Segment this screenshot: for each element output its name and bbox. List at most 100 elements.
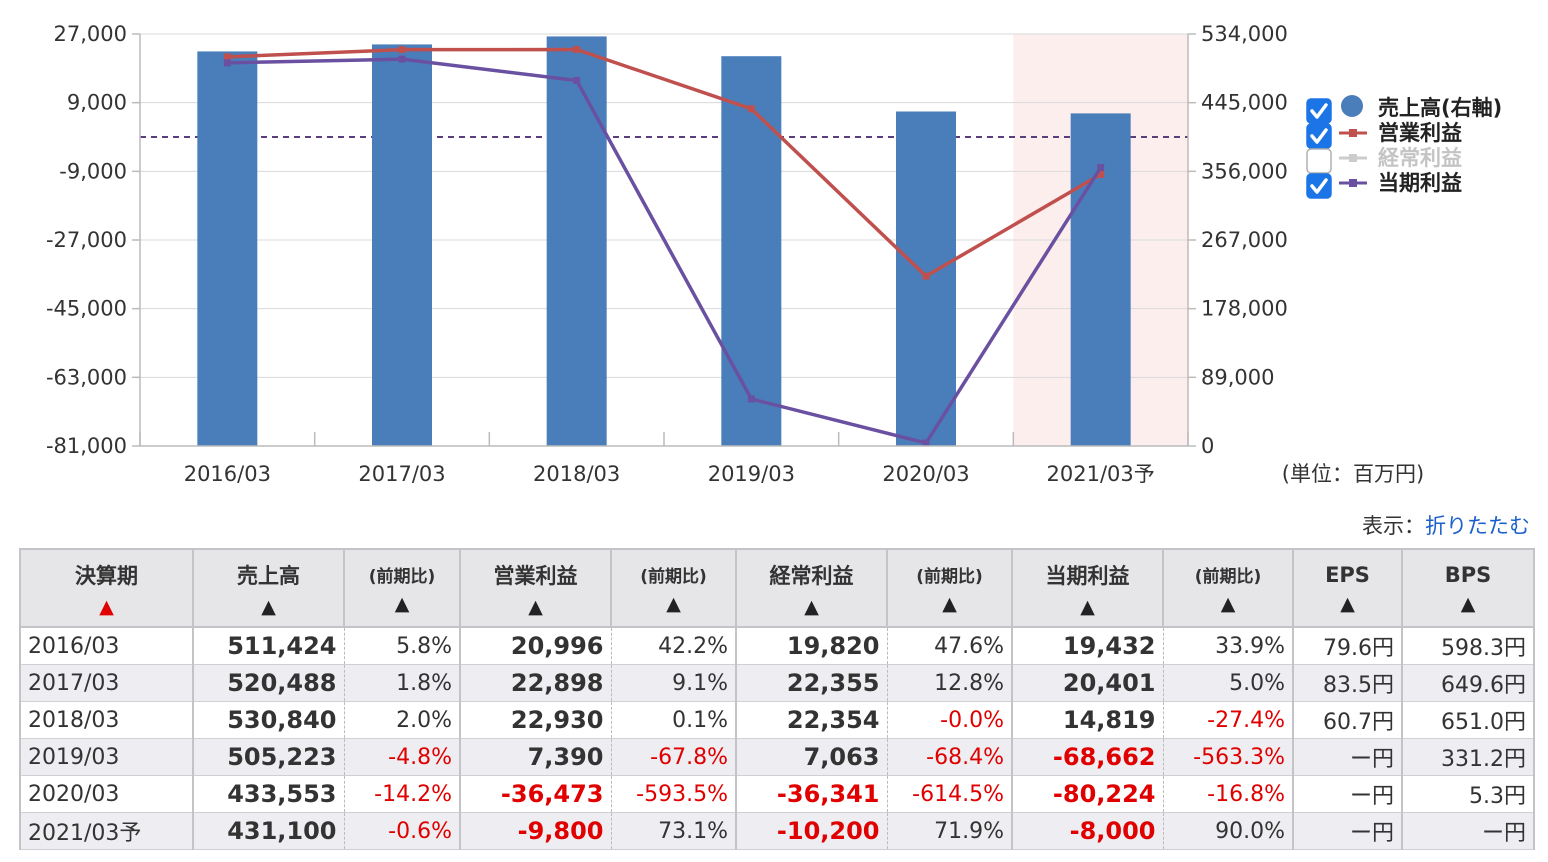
line-series [227,57,1103,446]
header-cell[interactable]: (前期比) ▲ [886,548,1013,628]
sort-arrow-icon[interactable]: ▲ [528,595,543,618]
sort-arrow-icon[interactable]: ▲ [394,593,410,615]
cell-ord-chg: -614.5% [886,775,1013,813]
legend-checkbox[interactable] [1306,148,1332,174]
sort-arrow-icon[interactable]: ▲ [1220,593,1236,615]
sort-arrow-icon[interactable]: ▲ [261,595,276,618]
header-cell[interactable]: (前期比) ▲ [343,548,461,628]
sales-bar [1070,113,1131,446]
cell-bps: ー円 [1401,812,1535,850]
cell-op: -9,800 [459,812,612,850]
display-toggle: 表示：折りたたむ [1362,510,1530,540]
cell-eps: 60.7円 [1292,701,1403,739]
cell-eps: ー円 [1292,738,1403,776]
header-cell[interactable]: 営業利益 ▲ [459,548,612,628]
right-tick-label: 89,000 [1201,365,1274,389]
cell-bps: 649.6円 [1401,664,1535,702]
sort-arrow-icon[interactable]: ▲ [804,595,819,618]
cell-op: 22,930 [459,701,612,739]
line-point [747,395,755,403]
header-cell[interactable]: (前期比) ▲ [1162,548,1294,628]
cell-net-chg: 5.0% [1162,664,1294,702]
right-tick-label: 267,000 [1201,228,1288,252]
cell-net: -8,000 [1011,812,1164,850]
earnings-table: 決算期 ▲ 売上高 ▲ (前期比) ▲ 営業利益 ▲ (前期比) ▲ 経常利益 ▲ (前期比) ▲ 当期利益… [19,548,1535,850]
table-body: 2016/03 511,424 5.8% 20,996 42.2% 19,820 47.6%… [19,626,1535,850]
cell-op: 7,390 [459,738,612,776]
sort-arrow-icon[interactable]: ▲ [99,595,114,618]
header-label: 決算期 [75,563,138,588]
legend-item[interactable]: 当期利益 [1306,171,1462,199]
right-tick-label: 445,000 [1201,91,1288,115]
cell-ord: -10,200 [735,812,888,850]
sort-arrow-icon[interactable]: ▲ [942,593,957,615]
line-point [398,46,406,54]
left-tick-label: -45,000 [46,297,127,321]
sort-arrow-icon[interactable]: ▲ [666,593,681,615]
cell-op: 22,898 [459,664,612,702]
sort-arrow-icon[interactable]: ▲ [1340,592,1355,615]
cell-op: -36,473 [459,775,612,813]
cell-eps: ー円 [1292,775,1403,813]
header-label: EPS [1325,562,1370,587]
line-series [227,47,1102,279]
left-tick-label: -63,000 [46,365,127,389]
legend-item[interactable]: 営業利益 [1306,121,1462,149]
table-row: 2021/03予 431,100 -0.6% -9,800 73.1% -10,200 71… [19,812,1535,850]
cell-net-chg: 90.0% [1162,812,1294,850]
table-row: 2017/03 520,488 1.8% 22,898 9.1% 22,355 12.8% 2… [19,664,1535,702]
sort-arrow-icon[interactable]: ▲ [1080,595,1095,618]
cell-sales-chg: 5.8% [343,626,461,665]
header-cell[interactable]: BPS ▲ [1401,548,1535,628]
collapse-link[interactable]: 折りたたむ [1425,514,1530,538]
earnings-chart: 27,000 9,000 -9,000 -27,000 -45,000 -63,000 -8… [46,22,1502,486]
check-icon [1310,103,1328,119]
legend-item[interactable]: 経常利益 [1306,146,1462,174]
cell-net: 19,432 [1011,626,1164,665]
header-cell[interactable]: (前期比) ▲ [610,548,737,628]
cell-net: -68,662 [1011,738,1164,776]
cell-net-chg: -16.8% [1162,775,1294,813]
sort-arrow-icon[interactable]: ▲ [1460,592,1476,615]
line-point [573,46,581,54]
legend-marker [1349,179,1357,187]
x-tick-label: 2016/03 [184,462,271,486]
header-cell[interactable]: 売上高 ▲ [192,548,345,628]
cell-net-chg: -27.4% [1162,701,1294,739]
table-row: 2020/03 433,553 -14.2% -36,473 -593.5% -36,34… [19,775,1535,813]
check-icon [1310,178,1328,194]
header-label: 売上高 [237,563,300,588]
cell-ord-chg: -68.4% [886,738,1013,776]
header-label: (前期比) [640,567,707,587]
left-tick-label: 27,000 [54,22,127,46]
sales-bars [197,36,1131,447]
line-point [223,53,231,61]
x-tick-label: 2020/03 [882,462,969,486]
sales-bar [721,56,782,446]
legend-marker [1349,129,1357,137]
line-point [922,272,930,280]
header-cell[interactable]: 決算期 ▲ [19,548,194,628]
cell-sales: 520,488 [192,664,345,702]
right-tick-label: 178,000 [1201,297,1288,321]
cell-op-chg: 73.1% [610,812,737,850]
header-cell[interactable]: 当期利益 ▲ [1011,548,1164,628]
cell-op: 20,996 [459,626,612,665]
header-cell[interactable]: 経常利益 ▲ [735,548,888,628]
header-cell[interactable]: EPS ▲ [1292,548,1403,628]
legend-item[interactable]: 売上高(右軸) [1306,95,1502,124]
cell-period: 2018/03 [19,701,194,739]
cell-sales-chg: -0.6% [343,812,461,850]
cell-period: 2017/03 [19,664,194,702]
header-label: 営業利益 [493,563,578,588]
cell-sales: 511,424 [192,626,345,665]
header-label: (前期比) [1194,567,1262,587]
left-tick-label: -27,000 [46,228,127,252]
header-label: 経常利益 [769,563,854,588]
line-point [1097,170,1105,178]
cell-sales-chg: -14.2% [343,775,461,813]
cell-ord: -36,341 [735,775,888,813]
unit-label: (単位：百万円) [1282,462,1424,486]
right-tick-label: 0 [1201,434,1214,458]
